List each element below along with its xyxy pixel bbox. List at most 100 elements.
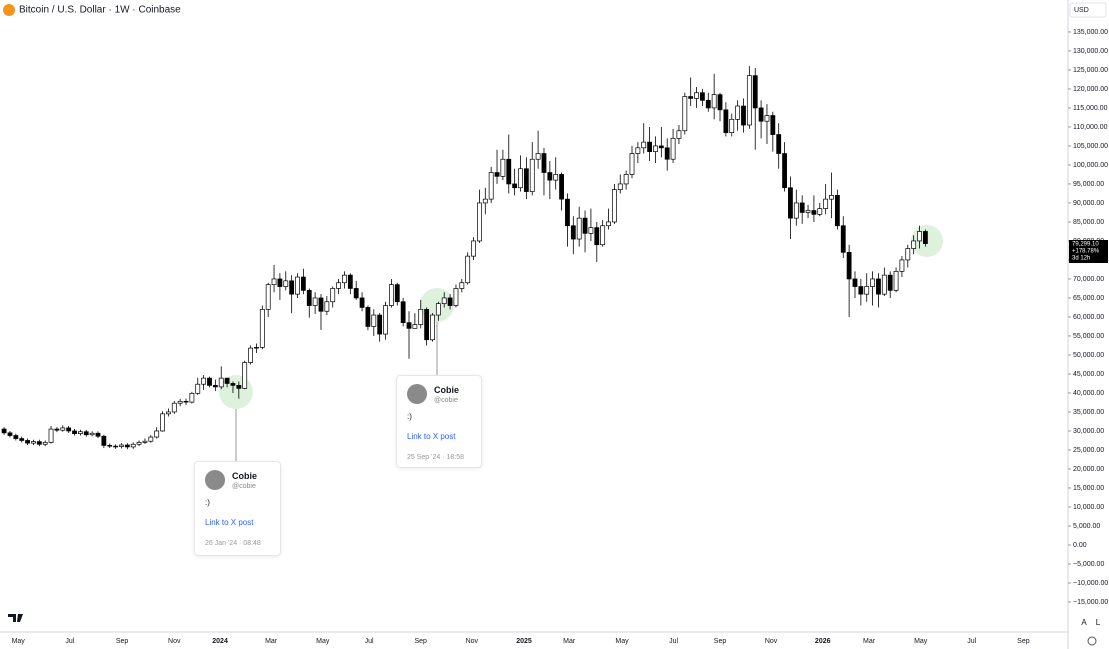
currency-button[interactable]	[1069, 2, 1107, 18]
candle-body	[823, 198, 829, 209]
y-tick-label: 0.00	[1073, 542, 1087, 549]
x-tick-label: Mar	[863, 638, 876, 645]
author-name: Cobie	[232, 471, 258, 481]
candle-body	[899, 259, 905, 272]
candle-body	[488, 172, 494, 200]
candle-body	[494, 172, 500, 177]
candle-body	[359, 297, 365, 308]
post-text: :)	[407, 412, 412, 421]
candle-body	[77, 431, 83, 434]
post-link[interactable]: Link to X post	[407, 432, 456, 441]
candle-body	[195, 383, 201, 394]
candle-body	[735, 105, 741, 120]
candle-body	[840, 225, 846, 253]
currency-label[interactable]: USD	[1074, 7, 1089, 14]
candle-body	[306, 289, 312, 306]
scale-button[interactable]: L	[1096, 618, 1101, 627]
candle-body	[535, 153, 541, 160]
candle-body	[342, 274, 347, 284]
candle-body	[101, 435, 107, 446]
candle-body	[289, 280, 295, 295]
candle-body	[394, 284, 400, 303]
candle-body	[230, 383, 236, 386]
candle-body	[799, 202, 805, 213]
candle-body	[518, 168, 523, 189]
candle-body	[25, 440, 30, 444]
x-tick-label: Sep	[415, 638, 428, 645]
x-tick-label: Jul	[65, 638, 74, 645]
candle-body	[389, 284, 394, 306]
candle-body	[183, 400, 189, 403]
candle-body	[124, 444, 130, 448]
y-tick-label: 105,000.00	[1073, 143, 1108, 150]
settings-icon[interactable]	[1087, 636, 1097, 646]
candle-body	[259, 308, 265, 348]
x-tick-label: Sep	[1017, 638, 1030, 645]
candle-body	[688, 96, 694, 99]
x-tick-label: May	[316, 638, 330, 645]
candle-body	[324, 301, 330, 312]
scale-button[interactable]: A	[1081, 618, 1087, 627]
x-tick-label: Mar	[563, 638, 576, 645]
x-tick-label: May	[12, 638, 26, 645]
candle-body	[588, 227, 594, 234]
post-link[interactable]: Link to X post	[205, 518, 254, 527]
x-tick-label: Sep	[714, 638, 727, 645]
candle-body	[136, 442, 142, 445]
candle-body	[911, 240, 917, 249]
candle-body	[711, 94, 717, 109]
candle-body	[559, 174, 564, 200]
candle-body	[406, 322, 412, 329]
y-tick-label: 115,000.00	[1073, 105, 1108, 112]
y-tick-label: 45,000.00	[1073, 371, 1104, 378]
candle-body	[295, 276, 300, 295]
candle-body	[570, 225, 576, 240]
candle-body	[864, 286, 870, 295]
candle-body	[523, 168, 529, 192]
x-tick-label: Jul	[669, 638, 678, 645]
avatar	[407, 384, 427, 404]
candle-body	[582, 217, 588, 234]
candle-body	[277, 278, 283, 287]
author-name: Cobie	[434, 385, 460, 395]
y-tick-label: 10,000.00	[1073, 504, 1104, 511]
candle-body	[336, 282, 341, 289]
y-tick-label: 135,000.00	[1073, 29, 1108, 36]
candle-body	[441, 297, 447, 304]
candle-body	[512, 183, 518, 189]
candle-body	[565, 198, 570, 227]
candle-body	[788, 187, 793, 219]
candle-body	[541, 153, 547, 173]
y-tick-label: 130,000.00	[1073, 48, 1108, 55]
candle-body	[653, 145, 658, 152]
y-tick-label: 5,000.00	[1073, 523, 1100, 530]
candle-body	[283, 280, 289, 287]
candle-body	[13, 435, 19, 439]
candle-body	[623, 174, 629, 185]
candle-body	[506, 158, 512, 185]
x-tick-label: May	[914, 638, 928, 645]
candle-body	[248, 347, 253, 363]
candle-body	[166, 411, 171, 415]
candle-body	[418, 308, 424, 325]
candle-body	[154, 430, 160, 438]
candle-body	[218, 377, 224, 388]
candle-body	[201, 377, 207, 385]
candle-body	[312, 297, 318, 306]
candle-body	[482, 198, 488, 204]
candle-body	[371, 314, 377, 327]
candle-body	[641, 141, 647, 149]
post-time: 26 Jan '24 · 08:48	[205, 540, 261, 547]
candle-body	[31, 441, 36, 444]
candle-body	[83, 431, 89, 436]
candle-body	[611, 189, 617, 223]
candle-body	[852, 278, 858, 287]
x-tick-label: Nov	[466, 638, 479, 645]
candle-body	[36, 441, 42, 445]
candle-body	[435, 303, 441, 316]
candle-body	[400, 301, 406, 324]
candle-body	[19, 438, 25, 441]
author-handle: @cobie	[434, 397, 458, 404]
candle-body	[447, 297, 453, 306]
post-text: :)	[205, 498, 210, 507]
